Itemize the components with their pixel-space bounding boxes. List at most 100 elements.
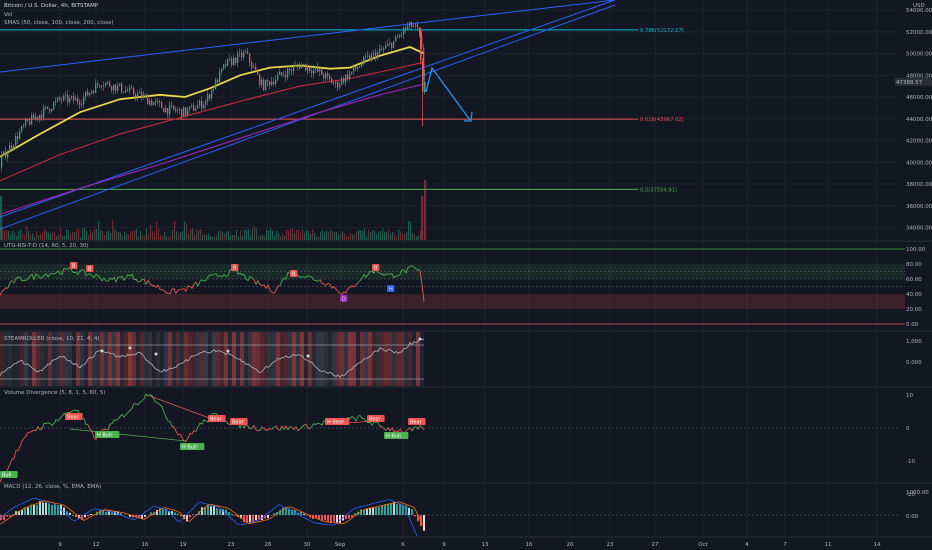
candle-body [111,86,113,91]
candle-body [229,58,231,60]
volume-bar [294,233,296,240]
symbol-title[interactable]: Bitcoin / U.S. Dollar, 4h, BITSTAMP [4,3,99,9]
volume-bar [236,229,238,240]
rsi-b-marker-bg [290,270,298,277]
candle-body [273,81,275,84]
candle-body [85,91,87,98]
candle-body [395,36,397,41]
candle-body [385,45,387,49]
macd-histogram-bar [27,507,29,515]
volume-bar [214,236,216,240]
candle-body [325,73,327,79]
candle-body [207,94,209,102]
rsi-segment [143,279,147,285]
volume-divergence-segment [275,425,281,431]
candle-body [89,92,91,96]
steamroller-bg-strip [268,332,272,386]
fib-0.5-label: 0.5(37504.91) [640,187,677,193]
volume-bar [300,232,302,240]
macd-histogram-bar [246,515,248,523]
steamroller-dot [128,346,132,350]
volume-bar [216,235,218,240]
volume-bar [374,230,376,240]
macd-histogram-bar [111,512,113,515]
volume-divergence-segment [409,427,413,432]
volume-divergence-tick-label: -10 [906,459,915,465]
steamroller-bg-strip [400,332,404,386]
candle-body [53,102,55,110]
steamroller-pane-label[interactable]: STEAMROLLER (close, 10, 21, 4, 4) [4,336,100,342]
candle-body [71,95,73,98]
macd-histogram-bar [336,515,338,523]
volume-bar [0,196,3,240]
candle-body [77,98,79,103]
volume-bars [0,180,427,240]
macd-pane-label[interactable]: MACD (12, 26, close, %, EMA, EMA) [4,484,102,490]
steamroller-bg-strip [408,332,412,386]
candle-body [81,104,83,105]
candle-body [41,114,43,118]
candle-body [91,91,93,93]
candle-body [137,93,139,98]
volume-bar [348,236,350,240]
candle-body [79,102,81,105]
volume-bar [398,229,400,240]
macd-histogram [0,498,900,536]
volume-bar [70,234,72,240]
steamroller-bg-strip [60,332,64,386]
volume-divergence-pane-label[interactable]: Volume Divergence (5, 8, 1, 5, 60, 5) [4,390,106,396]
volume-bar [326,230,328,240]
hidden-bull-signal: H Bull [182,444,197,450]
steamroller-bg-strip [240,332,244,386]
rsi-pane-label[interactable]: UTG-RSI-T-D (14, 60, 5, 20, 30) [4,243,89,249]
currency-label: USD [913,3,925,9]
axes: 54000.00 52000.00 50000.00 48000.00 46000.00… [58,8,932,548]
candle-body [387,43,389,46]
steamroller-background [0,332,424,386]
lower-trend-line [0,0,616,218]
macd-histogram-bar [258,515,260,520]
steamroller-bg-strip [300,332,304,386]
price-tick-label: 50000.00 [906,52,932,58]
steamroller-bg-strip [204,332,208,386]
candle-body [403,27,405,35]
time-tick-label: 9 [58,542,62,548]
steamroller-bg-strip [384,332,388,386]
volume-bar [312,229,314,240]
candle-body [239,52,241,54]
volume-bar [342,231,344,240]
volume-divergence-segment [37,426,43,431]
volume-bar [54,233,56,240]
rsi-segment [257,280,281,294]
volume-divergence-segment [293,426,297,431]
candle-body [319,69,321,72]
volume-bar [254,226,256,240]
rsi-bands [0,248,905,325]
candle-body [215,79,217,90]
sma-label[interactable]: SMAS (50, close, 100, close, 200, close) [4,20,114,26]
volume-bar [56,236,58,240]
volume-bar [26,226,28,240]
steamroller-bg-strip [312,332,316,386]
steamroller-bg-strip [248,332,252,386]
macd-histogram-bar [282,507,284,515]
macd-histogram-bar [378,507,380,515]
macd-histogram-bar [216,508,218,515]
volume-bar [30,234,32,240]
macd-histogram-bar [195,514,197,515]
candle-body [197,105,199,109]
macd-histogram-bar [15,511,17,515]
candle-body [245,51,247,53]
steamroller-bg-strip [368,332,372,386]
volume-bar [106,231,108,240]
volume-label[interactable]: Vol [4,12,13,18]
candle-body [369,55,371,61]
macd-histogram-bar [396,504,398,515]
volume-bar [276,231,278,240]
steamroller-bg-strip [48,332,52,386]
steamroller-bg-strip [416,332,420,386]
candle-body [49,108,51,112]
candle-body [259,74,261,86]
volume-bar [380,230,382,240]
